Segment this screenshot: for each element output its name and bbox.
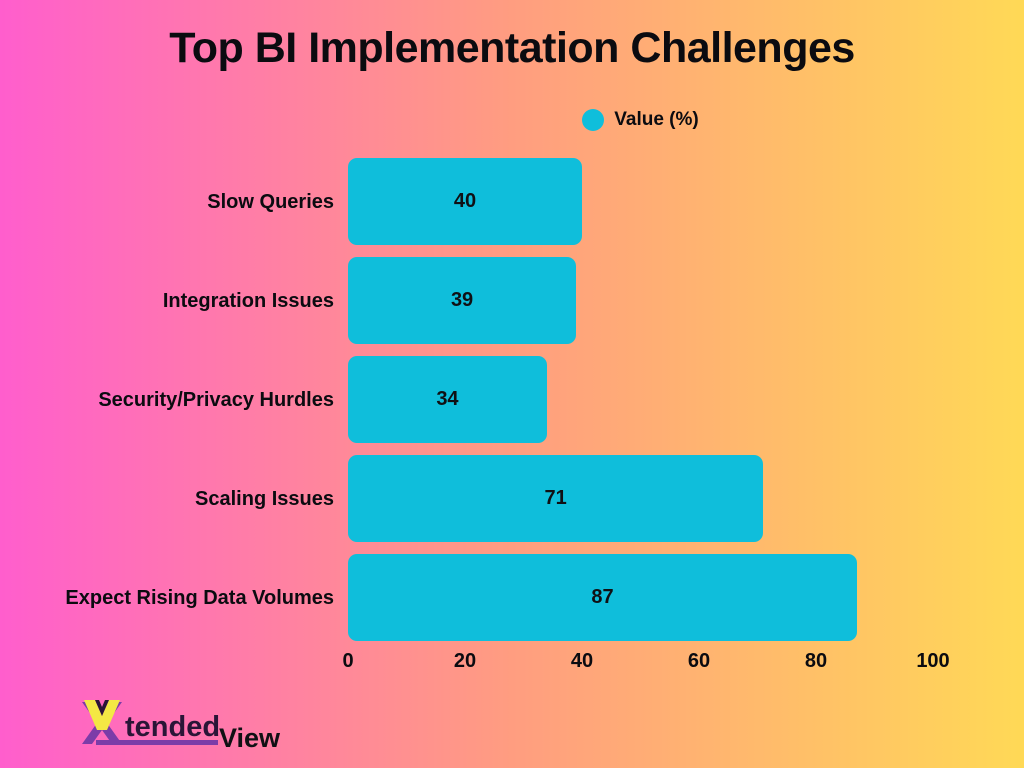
x-tick-label: 80 [804,650,828,672]
category-label: Slow Queries [207,190,334,213]
bar: 40 [348,158,582,245]
x-tick-label: 20 [453,650,477,672]
value-label: 39 [450,289,474,311]
bar: 34 [348,356,547,443]
bar-track: 34 [348,356,933,443]
x-tick-label: 40 [570,650,594,672]
bar: 87 [348,554,857,641]
x-axis: 0 20 40 60 80 100 [342,650,949,676]
bar-row: Expect Rising Data Volumes 87 [0,554,933,641]
logo-text-tended: tended [125,711,220,743]
category-label: Integration Issues [162,289,334,312]
category-label: Security/Privacy Hurdles [98,388,334,411]
x-tick-label: 100 [916,650,950,672]
legend-label: Value (%) [614,109,699,130]
logo-inner-v-icon [95,700,109,716]
value-label: 40 [453,190,477,212]
chart-title: Top BI Implementation Challenges [169,24,855,72]
x-tick-label: 60 [687,650,711,672]
x-tick-label: 0 [342,650,354,672]
bar-chart: Slow Queries 40 Integration Issues 39 Securi… [0,158,933,653]
bar-row: Security/Privacy Hurdles 34 [0,356,933,443]
value-label: 71 [544,487,567,509]
bar-track: 71 [348,455,933,542]
bar: 71 [348,455,764,542]
bar-track: 87 [348,554,933,641]
category-label: Scaling Issues [195,487,334,510]
bar-row: Integration Issues 39 [0,257,933,344]
category-label: Expect Rising Data Volumes [65,586,334,609]
value-label: 34 [436,388,459,410]
logo-text-view: View [219,723,281,753]
logo-graphic: tended View [82,700,281,753]
legend-marker-icon [582,109,605,131]
bar-track: 40 [348,158,933,245]
legend: Value (%) [348,106,933,134]
bar-track: 39 [348,257,933,344]
bar-row: Slow Queries 40 [0,158,933,245]
logo-underline [96,740,218,745]
value-label: 87 [591,586,614,608]
bar-row: Scaling Issues 71 [0,455,933,542]
logo-v-icon [84,700,120,730]
bar: 39 [348,257,577,344]
xtendedview-logo: tended View [74,696,284,754]
